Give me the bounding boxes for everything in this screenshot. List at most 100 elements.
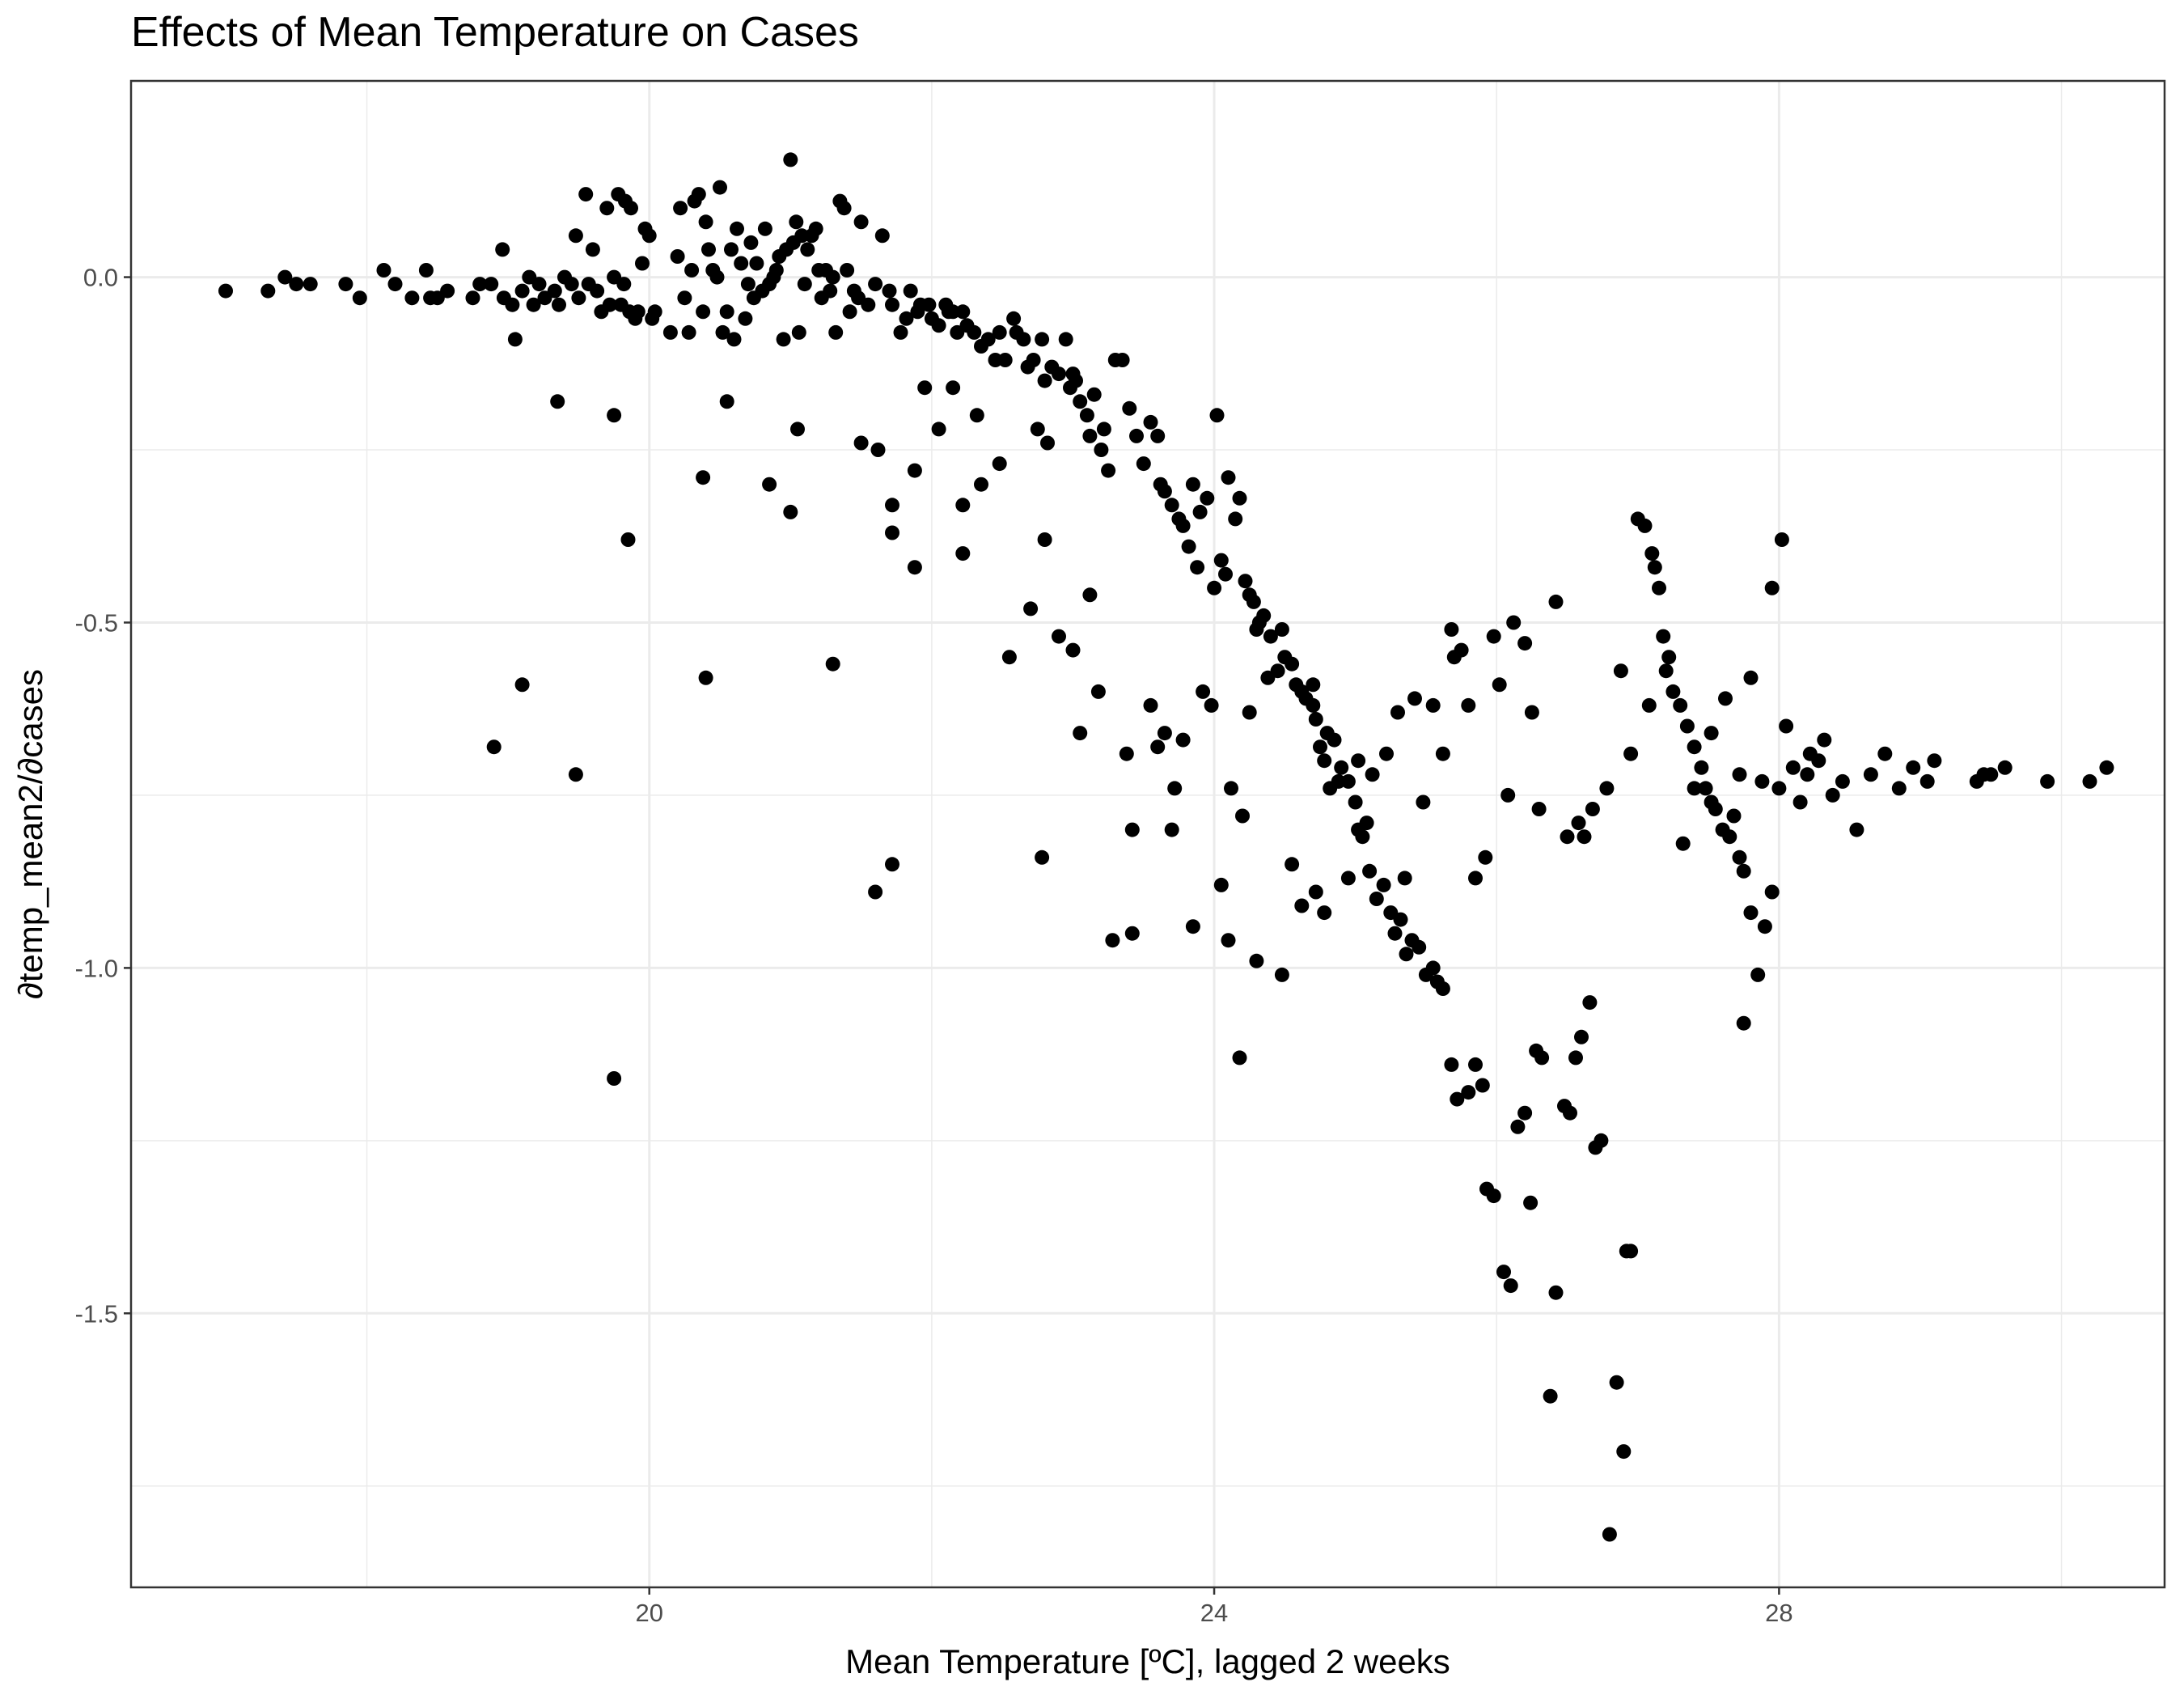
data-point (1764, 884, 1780, 900)
data-point (1517, 636, 1533, 651)
data-point (1637, 518, 1653, 533)
data-point (1817, 732, 1832, 748)
data-point (1334, 760, 1349, 775)
data-point (1035, 332, 1050, 347)
data-point (1200, 490, 1215, 506)
data-point (1673, 697, 1688, 713)
data-point (743, 235, 759, 250)
data-point (1641, 697, 1657, 713)
data-point (673, 201, 688, 216)
data-point (974, 477, 988, 492)
data-point (1523, 1195, 1539, 1210)
data-point (404, 290, 420, 306)
data-point (1124, 926, 1140, 941)
data-point (1757, 919, 1772, 934)
data-point (607, 408, 622, 423)
data-point (1461, 697, 1476, 713)
data-point (789, 214, 804, 230)
data-point (607, 1071, 622, 1086)
data-point (1548, 594, 1564, 609)
data-point (1164, 498, 1179, 513)
data-point (1397, 871, 1412, 886)
data-point (1658, 663, 1674, 679)
data-point (791, 324, 806, 340)
data-point (885, 525, 899, 540)
data-point (1811, 753, 1826, 769)
data-point (1228, 511, 1243, 527)
data-point (800, 242, 815, 257)
data-point (1675, 836, 1691, 851)
data-point (1602, 1527, 1617, 1542)
data-point (696, 470, 711, 485)
data-point (552, 297, 566, 312)
data-point (1001, 650, 1017, 665)
data-point (352, 290, 367, 306)
data-point (1379, 746, 1394, 761)
data-point (338, 277, 353, 292)
data-point (724, 242, 739, 257)
data-point (825, 656, 840, 672)
data-point (1468, 1057, 1483, 1072)
data-point (568, 228, 583, 244)
data-point (1175, 732, 1191, 748)
data-point (907, 463, 922, 478)
data-point (568, 767, 583, 782)
data-point (1232, 1050, 1247, 1066)
data-point (387, 277, 403, 292)
data-point (1412, 939, 1427, 955)
data-point (585, 242, 600, 257)
data-point (1263, 629, 1278, 644)
data-point (955, 498, 971, 513)
data-point (701, 242, 716, 257)
data-point (1129, 428, 1144, 443)
data-point (578, 187, 594, 202)
data-point (1026, 353, 1041, 367)
data-point (1058, 332, 1073, 347)
data-point (1722, 829, 1737, 845)
data-point (1086, 387, 1102, 402)
data-point (1534, 1050, 1550, 1066)
data-point (946, 380, 961, 396)
major-gridlines (131, 81, 2165, 1587)
data-point (1560, 829, 1575, 845)
data-point (1792, 794, 1808, 810)
data-point (1069, 373, 1083, 388)
data-point (1221, 470, 1236, 485)
data-points (218, 152, 2114, 1542)
data-point (931, 318, 946, 333)
data-point (1082, 428, 1098, 443)
data-point (1115, 353, 1130, 367)
data-point (1313, 739, 1327, 755)
data-point (1285, 857, 1300, 872)
data-point (907, 560, 922, 575)
data-point (1517, 1105, 1533, 1121)
data-point (698, 214, 713, 230)
data-point (1399, 947, 1414, 962)
data-point (1407, 691, 1422, 706)
y-axis-ticks: 0.0 -0.5 -1.0 -1.5 (75, 264, 131, 1328)
data-point (1232, 490, 1247, 506)
data-point (1101, 463, 1116, 478)
data-point (1119, 746, 1134, 761)
data-point (1800, 767, 1815, 782)
data-point (955, 546, 971, 561)
data-point (882, 283, 897, 299)
data-point (715, 324, 730, 340)
y-tick-label: -1.0 (75, 954, 118, 982)
data-point (1656, 629, 1671, 644)
data-point (1891, 781, 1907, 796)
data-point (691, 187, 706, 202)
data-point (495, 242, 510, 257)
data-point (1568, 1050, 1583, 1066)
data-point (1094, 443, 1109, 457)
data-point (783, 152, 798, 167)
data-point (260, 283, 276, 299)
data-point (1623, 746, 1639, 761)
x-axis-ticks: 20 24 28 (635, 1587, 1793, 1627)
data-point (1143, 414, 1158, 430)
data-point (870, 443, 886, 457)
data-point (1863, 767, 1878, 782)
data-point (1306, 697, 1321, 713)
data-point (1340, 773, 1356, 789)
